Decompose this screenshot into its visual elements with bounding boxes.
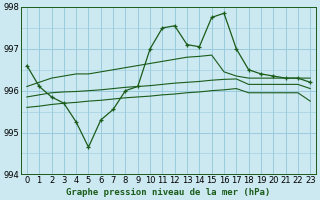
X-axis label: Graphe pression niveau de la mer (hPa): Graphe pression niveau de la mer (hPa) [67,188,271,197]
